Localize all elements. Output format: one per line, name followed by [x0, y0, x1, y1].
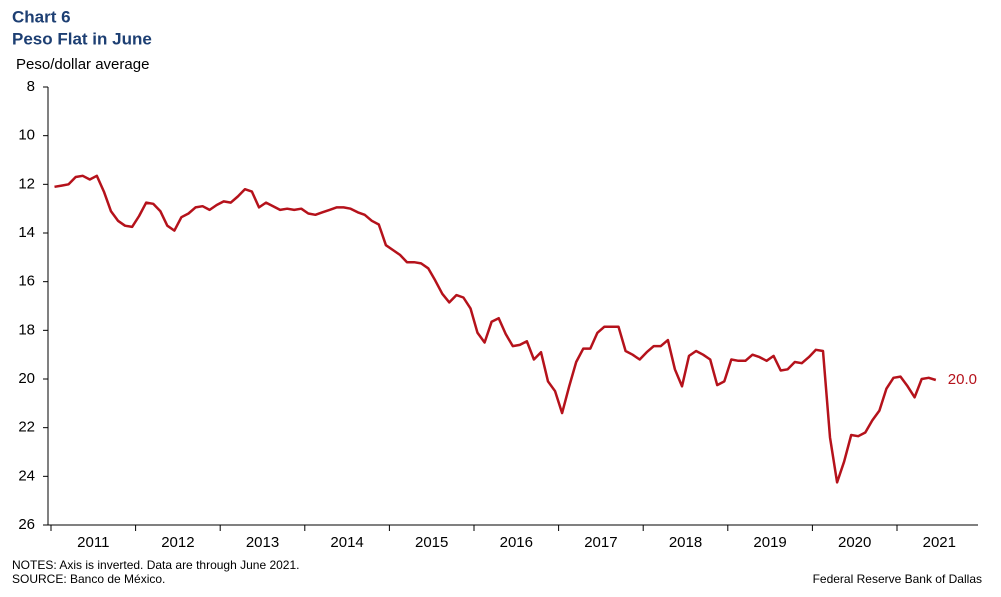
x-tick-label: 2016	[500, 534, 533, 551]
x-tick-label: 2011	[77, 534, 109, 551]
x-tick-label: 2018	[669, 534, 702, 551]
x-tick-label: 2013	[246, 534, 279, 551]
x-tick-label: 2019	[753, 534, 786, 551]
notes: NOTES: Axis is inverted. Data are throug…	[12, 558, 299, 572]
y-tick-label: 20	[18, 370, 35, 387]
chart-label: Chart 6	[12, 7, 71, 26]
source: SOURCE: Banco de México.	[12, 572, 165, 586]
y-tick-label: 24	[18, 467, 35, 484]
x-tick-label: 2017	[584, 534, 617, 551]
x-tick-label: 2021	[923, 534, 956, 551]
y-tick-label: 16	[18, 273, 35, 290]
x-tick-label: 2012	[161, 534, 194, 551]
data-line	[54, 174, 937, 484]
x-tick-label: 2020	[838, 534, 871, 551]
y-tick-label: 26	[18, 516, 35, 533]
credit: Federal Reserve Bank of Dallas	[813, 572, 982, 586]
x-tick-label: 2014	[330, 534, 363, 551]
y-tick-label: 18	[18, 321, 35, 338]
y-tick-label: 10	[18, 127, 35, 144]
y-tick-label: 8	[27, 78, 35, 95]
end-label: 20.0	[948, 371, 977, 388]
y-tick-label: 14	[18, 224, 35, 241]
chart-title: Peso Flat in June	[12, 29, 152, 48]
y-tick-label: 22	[18, 419, 35, 436]
x-tick-label: 2015	[415, 534, 448, 551]
axis-label: Peso/dollar average	[16, 56, 149, 73]
y-tick-label: 12	[18, 175, 35, 192]
